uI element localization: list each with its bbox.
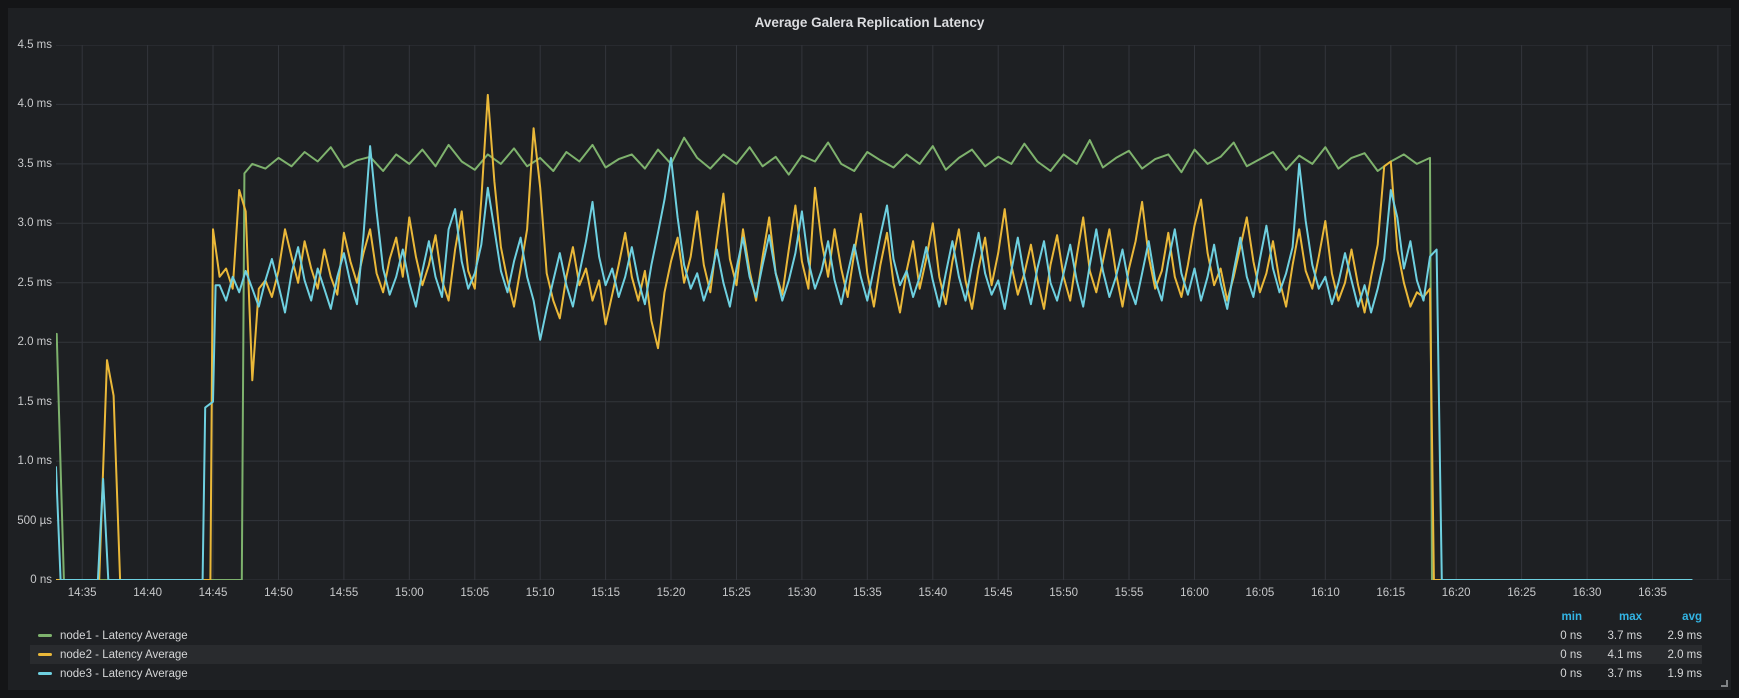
panel-resize-handle[interactable] [1721, 680, 1728, 687]
x-tick-label: 15:05 [460, 587, 490, 599]
y-tick-label: 0 ns [30, 574, 52, 586]
y-tick-label: 1.5 ms [17, 395, 52, 408]
stat-min-node1: 0 ns [1560, 629, 1582, 642]
x-axis: 14:35 14:40 14:45 14:50 14:55 15:00 15:05 15:10… [8, 586, 1731, 602]
stats-header-avg[interactable]: avg [1682, 611, 1702, 623]
x-tick-label: 14:50 [264, 587, 293, 599]
y-tick-label: 4.5 ms [17, 39, 52, 51]
x-tick-label: 15:35 [852, 587, 882, 599]
y-tick-label: 3.0 ms [17, 217, 52, 230]
x-tick-label: 15:40 [918, 587, 948, 599]
legend-item-node1[interactable]: node1 - Latency Average [30, 630, 1522, 642]
x-tick-label: 15:10 [525, 587, 555, 599]
legend-swatch-icon [38, 672, 52, 675]
x-tick-label: 14:45 [198, 587, 228, 599]
panel-title[interactable]: Average Galera Replication Latency [754, 15, 985, 30]
stats-header-min[interactable]: min [1561, 611, 1582, 623]
legend-label: node2 - Latency Average [60, 648, 188, 661]
x-tick-label: 15:55 [1114, 587, 1144, 599]
legend-label: node3 - Latency Average [60, 667, 188, 680]
stat-max-node1: 3.7 ms [1607, 629, 1642, 642]
x-tick-label: 16:15 [1376, 587, 1406, 599]
x-tick-label: 16:00 [1180, 587, 1209, 599]
legend-row-node3: node3 - Latency Average 0 ns 3.7 ms 1.9 ms [30, 664, 1702, 683]
y-tick-label: 2.0 ms [17, 336, 52, 349]
stat-min-node3: 0 ns [1560, 667, 1582, 680]
legend-item-node3[interactable]: node3 - Latency Average [30, 668, 1522, 680]
x-tick-label: 14:40 [133, 587, 162, 599]
legend-swatch-icon [38, 653, 52, 656]
x-tick-label: 15:20 [656, 587, 686, 599]
y-tick-label: 1.0 ms [17, 455, 52, 468]
y-tick-label: 500 µs [17, 514, 52, 527]
x-tick-label: 16:10 [1310, 587, 1340, 599]
plot-area [56, 45, 1731, 580]
legend-row-node1: node1 - Latency Average 0 ns 3.7 ms 2.9 ms [30, 626, 1702, 645]
x-tick-label: 16:35 [1638, 587, 1667, 599]
x-tick-label: 15:50 [1049, 587, 1078, 599]
legend-swatch-icon [38, 634, 52, 637]
legend: min max avg node1 - Latency Average 0 ns 3.7… [8, 608, 1731, 683]
x-tick-label: 14:55 [329, 587, 359, 599]
stats-header-max[interactable]: max [1618, 611, 1642, 623]
graph-canvas[interactable] [56, 45, 1731, 580]
x-tick-label: 15:45 [983, 587, 1013, 599]
y-tick-label: 3.5 ms [17, 157, 52, 170]
x-tick-label: 16:05 [1245, 587, 1275, 599]
series-line-node1 [56, 136, 1433, 580]
stat-max-node3: 3.7 ms [1607, 667, 1642, 680]
stat-min-node2: 0 ns [1560, 648, 1582, 661]
legend-item-node2[interactable]: node2 - Latency Average [30, 649, 1522, 661]
x-tick-label: 16:30 [1572, 587, 1602, 599]
legend-row-node2: node2 - Latency Average 0 ns 4.1 ms 2.0 ms [30, 645, 1702, 664]
x-tick-label: 14:35 [67, 587, 97, 599]
x-tick-label: 15:00 [394, 587, 424, 599]
graph-panel: Average Galera Replication Latency 0 ns 5… [8, 8, 1731, 690]
legend-stats-header: min max avg [30, 608, 1702, 626]
legend-label: node1 - Latency Average [60, 629, 188, 642]
legend-rows: node1 - Latency Average 0 ns 3.7 ms 2.9 ms n… [30, 626, 1702, 683]
stat-max-node2: 4.1 ms [1607, 648, 1642, 661]
series-line-node3 [56, 145, 1693, 580]
stat-avg-node2: 2.0 ms [1667, 648, 1702, 661]
x-tick-label: 16:25 [1507, 587, 1537, 599]
x-tick-label: 15:30 [787, 587, 817, 599]
stat-avg-node3: 1.9 ms [1667, 667, 1702, 680]
stat-avg-node1: 2.9 ms [1667, 629, 1702, 642]
x-tick-label: 15:25 [722, 587, 751, 599]
x-tick-label: 16:20 [1441, 587, 1471, 599]
y-tick-label: 4.0 ms [17, 98, 52, 111]
y-tick-label: 2.5 ms [17, 276, 52, 289]
x-tick-label: 15:15 [591, 587, 620, 599]
